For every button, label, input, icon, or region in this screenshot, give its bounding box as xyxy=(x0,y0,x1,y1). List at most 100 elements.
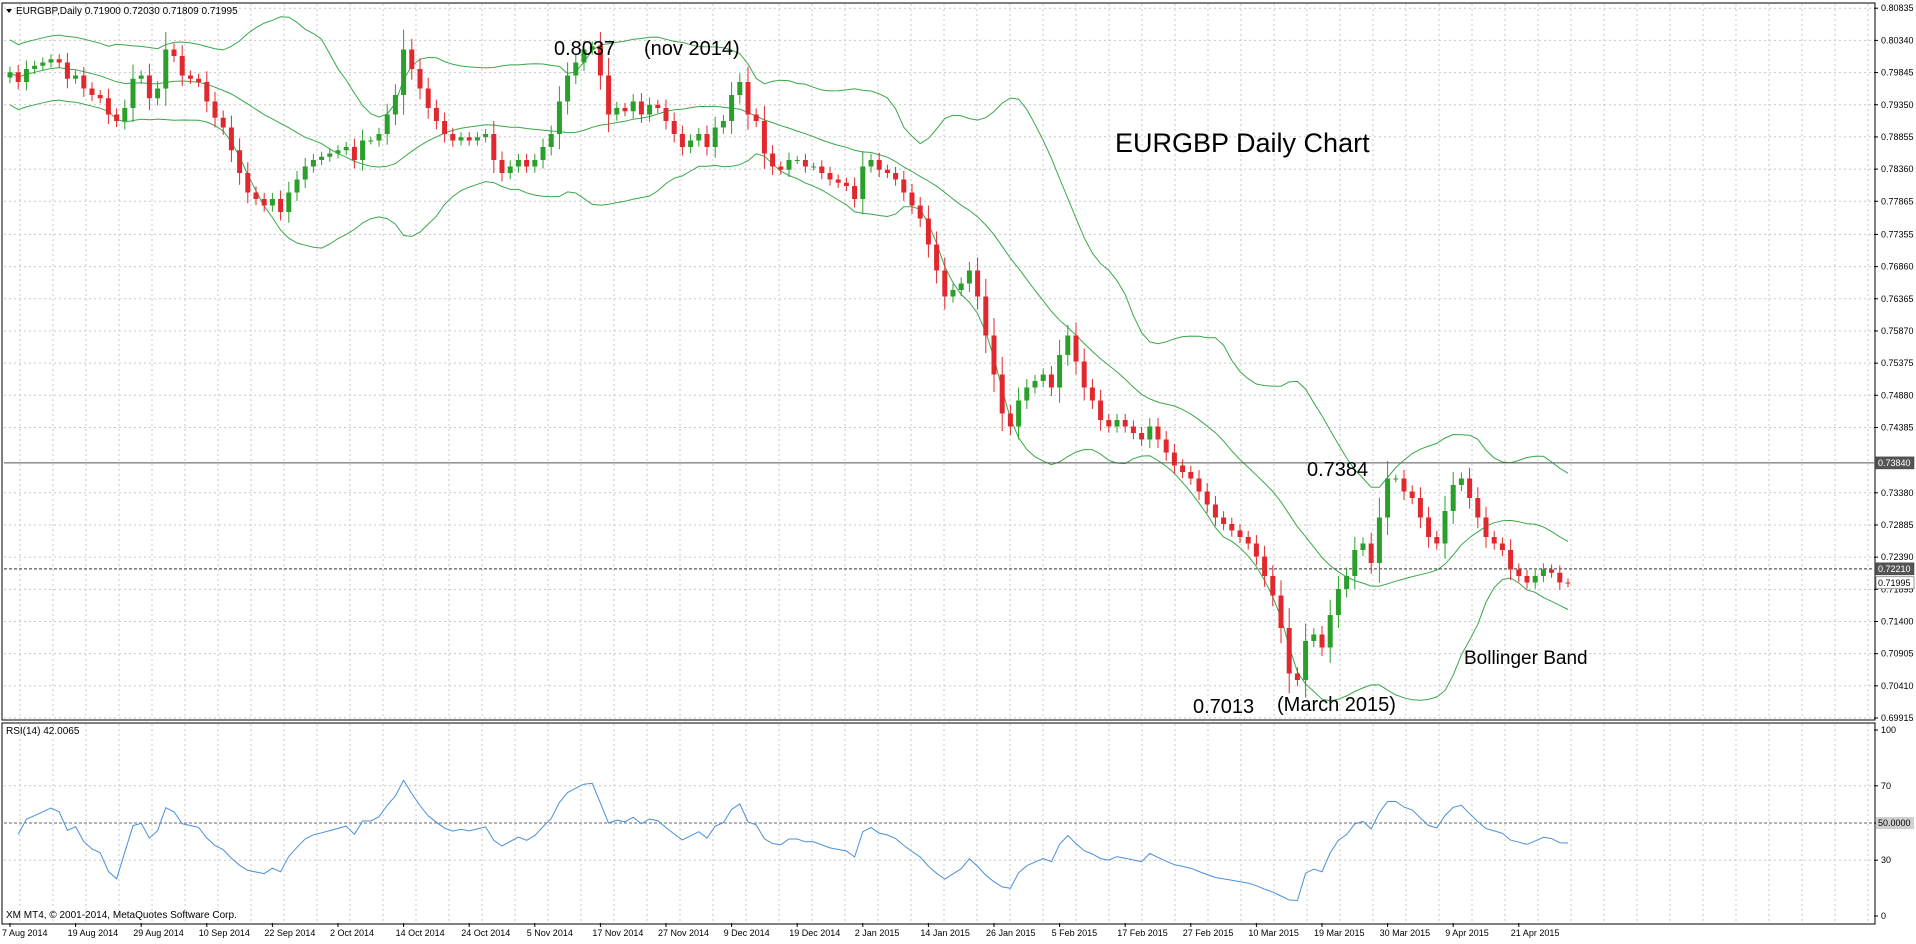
candle-body xyxy=(671,121,677,134)
candle-body xyxy=(1147,426,1153,440)
candle xyxy=(228,115,234,163)
candle-body xyxy=(737,82,743,95)
candle-body xyxy=(171,49,177,56)
x-tick-label: 17 Feb 2015 xyxy=(1117,928,1168,938)
candle-body xyxy=(942,270,948,297)
candle-body xyxy=(909,192,915,206)
candle xyxy=(401,29,407,115)
candle-body xyxy=(1073,335,1079,362)
candle xyxy=(171,43,177,63)
candle xyxy=(1057,339,1063,403)
candle xyxy=(966,262,972,292)
candle-body xyxy=(89,88,95,95)
candle-body xyxy=(770,153,776,167)
candle-body xyxy=(802,160,808,167)
candle-body xyxy=(507,166,513,173)
candle xyxy=(294,171,300,201)
candle-body xyxy=(581,49,587,63)
level-price-label: 0.72210 xyxy=(1878,564,1911,574)
candle-body xyxy=(515,160,521,167)
candle xyxy=(638,93,644,123)
candle xyxy=(1475,487,1481,529)
candle-body xyxy=(360,140,366,160)
x-tick-label: 9 Apr 2015 xyxy=(1445,928,1489,938)
candle-body xyxy=(392,95,398,115)
candle-body xyxy=(1188,472,1194,479)
candle-body xyxy=(1040,374,1046,381)
candle-body xyxy=(56,59,62,63)
candle-body xyxy=(442,121,448,134)
candle xyxy=(934,231,940,284)
candle xyxy=(1426,506,1432,548)
candle-body xyxy=(1319,634,1325,648)
candle xyxy=(524,153,530,173)
candle xyxy=(909,184,915,214)
level-price-label: 0.71995 xyxy=(1878,578,1911,588)
candle-body xyxy=(638,101,644,115)
candle-body xyxy=(1434,537,1440,544)
candle-body xyxy=(368,140,374,142)
candle xyxy=(515,153,521,173)
candle xyxy=(1048,366,1054,396)
candle-body xyxy=(999,374,1005,414)
candle-body xyxy=(778,166,784,170)
y-tick-label: 0.74880 xyxy=(1881,390,1914,400)
candle xyxy=(1245,530,1251,550)
y-tick-label: 0.76365 xyxy=(1881,294,1914,304)
candle xyxy=(1139,426,1145,446)
candle-body xyxy=(1401,478,1407,492)
collapse-icon[interactable] xyxy=(6,9,12,13)
candle-body xyxy=(548,134,554,147)
candle-body xyxy=(753,114,759,121)
candle xyxy=(450,127,456,147)
candle-body xyxy=(179,56,185,76)
rsi-panel-frame xyxy=(1,722,1876,925)
y-tick-label: 0.69915 xyxy=(1881,713,1914,723)
candle xyxy=(146,63,152,111)
x-tick-label: 10 Sep 2014 xyxy=(199,928,250,938)
candle-body xyxy=(319,156,325,160)
candle xyxy=(1286,608,1292,694)
candle-body xyxy=(1278,595,1284,628)
x-tick-label: 14 Jan 2015 xyxy=(920,928,970,938)
candle xyxy=(1204,483,1210,513)
candle-body xyxy=(1475,498,1481,518)
candle-body xyxy=(466,137,472,141)
candle xyxy=(1016,387,1022,440)
candle xyxy=(1081,348,1087,401)
candle-body xyxy=(1483,517,1489,537)
candle-body xyxy=(565,75,571,102)
candle xyxy=(565,62,571,115)
candle xyxy=(794,156,800,164)
candle xyxy=(925,205,931,258)
candle xyxy=(1106,413,1112,433)
candle-body xyxy=(228,127,234,151)
candle-body xyxy=(811,166,817,168)
candle xyxy=(1237,524,1243,544)
candle xyxy=(1089,379,1095,409)
candle-body xyxy=(237,150,243,173)
candle-body xyxy=(901,179,907,193)
candle-body xyxy=(1081,361,1087,388)
candle-body xyxy=(114,114,120,121)
candle-body xyxy=(1303,641,1309,680)
candle-body xyxy=(934,244,940,271)
candle xyxy=(499,151,505,182)
candle xyxy=(368,136,374,145)
candle-body xyxy=(401,49,407,95)
candle xyxy=(1270,565,1276,607)
candle xyxy=(860,151,866,215)
candle xyxy=(253,186,259,206)
candle xyxy=(114,108,120,128)
candle-body xyxy=(212,101,218,118)
candle xyxy=(843,177,849,192)
candle-body xyxy=(409,49,415,69)
candle xyxy=(425,77,431,119)
candle-body xyxy=(679,134,685,147)
rsi-label: RSI(14) 42.0065 xyxy=(6,726,80,737)
candle-body xyxy=(1344,576,1350,589)
candle xyxy=(1417,487,1423,529)
y-tick-label: 0.75870 xyxy=(1881,326,1914,336)
candle xyxy=(770,145,776,175)
